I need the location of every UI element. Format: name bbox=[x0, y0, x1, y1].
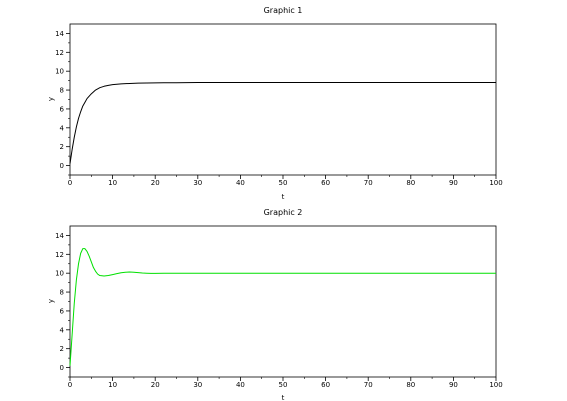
y-tick-label: 6 bbox=[60, 105, 65, 113]
plot-frame bbox=[69, 225, 497, 378]
x-tick-label: 30 bbox=[193, 179, 202, 187]
chart-graphic-1: Graphic 1 0 10 20 30 40 50 60 70 80 90 100 0 2 4 6 8 10… bbox=[47, 6, 503, 201]
x-axis-label: t bbox=[282, 394, 285, 401]
x-axis: 0 10 20 30 40 50 60 70 80 90 100 bbox=[68, 377, 503, 389]
y-axis: 0 2 4 6 8 10 12 14 bbox=[55, 30, 70, 176]
x-tick-label: 90 bbox=[449, 179, 458, 187]
x-axis-label: t bbox=[282, 193, 285, 201]
y-tick-label: 14 bbox=[55, 232, 64, 240]
x-tick-label: 60 bbox=[321, 381, 330, 389]
y-tick-label: 10 bbox=[55, 68, 64, 76]
x-tick-label: 40 bbox=[236, 381, 245, 389]
x-tick-label: 30 bbox=[193, 381, 202, 389]
chart-title: Graphic 2 bbox=[264, 208, 303, 217]
plot-frame bbox=[69, 23, 497, 176]
y-tick-label: 2 bbox=[60, 345, 64, 353]
x-tick-label: 20 bbox=[151, 179, 160, 187]
x-axis: 0 10 20 30 40 50 60 70 80 90 100 bbox=[68, 175, 503, 187]
y-axis-label: y bbox=[47, 97, 55, 101]
x-tick-label: 10 bbox=[108, 179, 117, 187]
y-tick-label: 0 bbox=[60, 162, 64, 170]
x-tick-label: 60 bbox=[321, 179, 330, 187]
x-tick-label: 50 bbox=[279, 381, 288, 389]
x-tick-label: 0 bbox=[68, 179, 72, 187]
x-tick-label: 100 bbox=[489, 381, 502, 389]
y-tick-label: 10 bbox=[55, 270, 64, 278]
y-tick-label: 8 bbox=[60, 87, 64, 95]
y-tick-label: 0 bbox=[60, 364, 64, 372]
y-axis-label: y bbox=[47, 299, 55, 303]
y-tick-label: 6 bbox=[60, 307, 65, 315]
x-tick-label: 40 bbox=[236, 179, 245, 187]
x-tick-label: 0 bbox=[68, 381, 72, 389]
y-axis: 0 2 4 6 8 10 12 14 bbox=[55, 232, 70, 378]
x-tick-label: 90 bbox=[449, 381, 458, 389]
chart-title: Graphic 1 bbox=[264, 6, 303, 15]
x-tick-label: 100 bbox=[489, 179, 502, 187]
y-tick-label: 4 bbox=[60, 124, 65, 132]
x-tick-label: 70 bbox=[364, 381, 373, 389]
series-line bbox=[69, 82, 496, 164]
x-tick-label: 80 bbox=[406, 179, 415, 187]
y-tick-label: 12 bbox=[55, 251, 64, 259]
y-tick-label: 14 bbox=[55, 30, 64, 38]
y-tick-label: 8 bbox=[60, 289, 64, 297]
y-tick-label: 4 bbox=[60, 326, 65, 334]
series-line bbox=[69, 248, 496, 366]
y-tick-label: 12 bbox=[55, 49, 64, 57]
y-tick-label: 2 bbox=[60, 143, 64, 151]
x-tick-label: 70 bbox=[364, 179, 373, 187]
x-tick-label: 50 bbox=[279, 179, 288, 187]
series-layer bbox=[69, 82, 496, 164]
chart-graphic-2: Graphic 2 0 10 20 30 40 50 60 70 80 90 100 0 2 4 6 8 10… bbox=[47, 208, 503, 401]
x-tick-label: 20 bbox=[151, 381, 160, 389]
x-tick-label: 80 bbox=[406, 381, 415, 389]
series-layer bbox=[69, 248, 496, 366]
x-tick-label: 10 bbox=[108, 381, 117, 389]
